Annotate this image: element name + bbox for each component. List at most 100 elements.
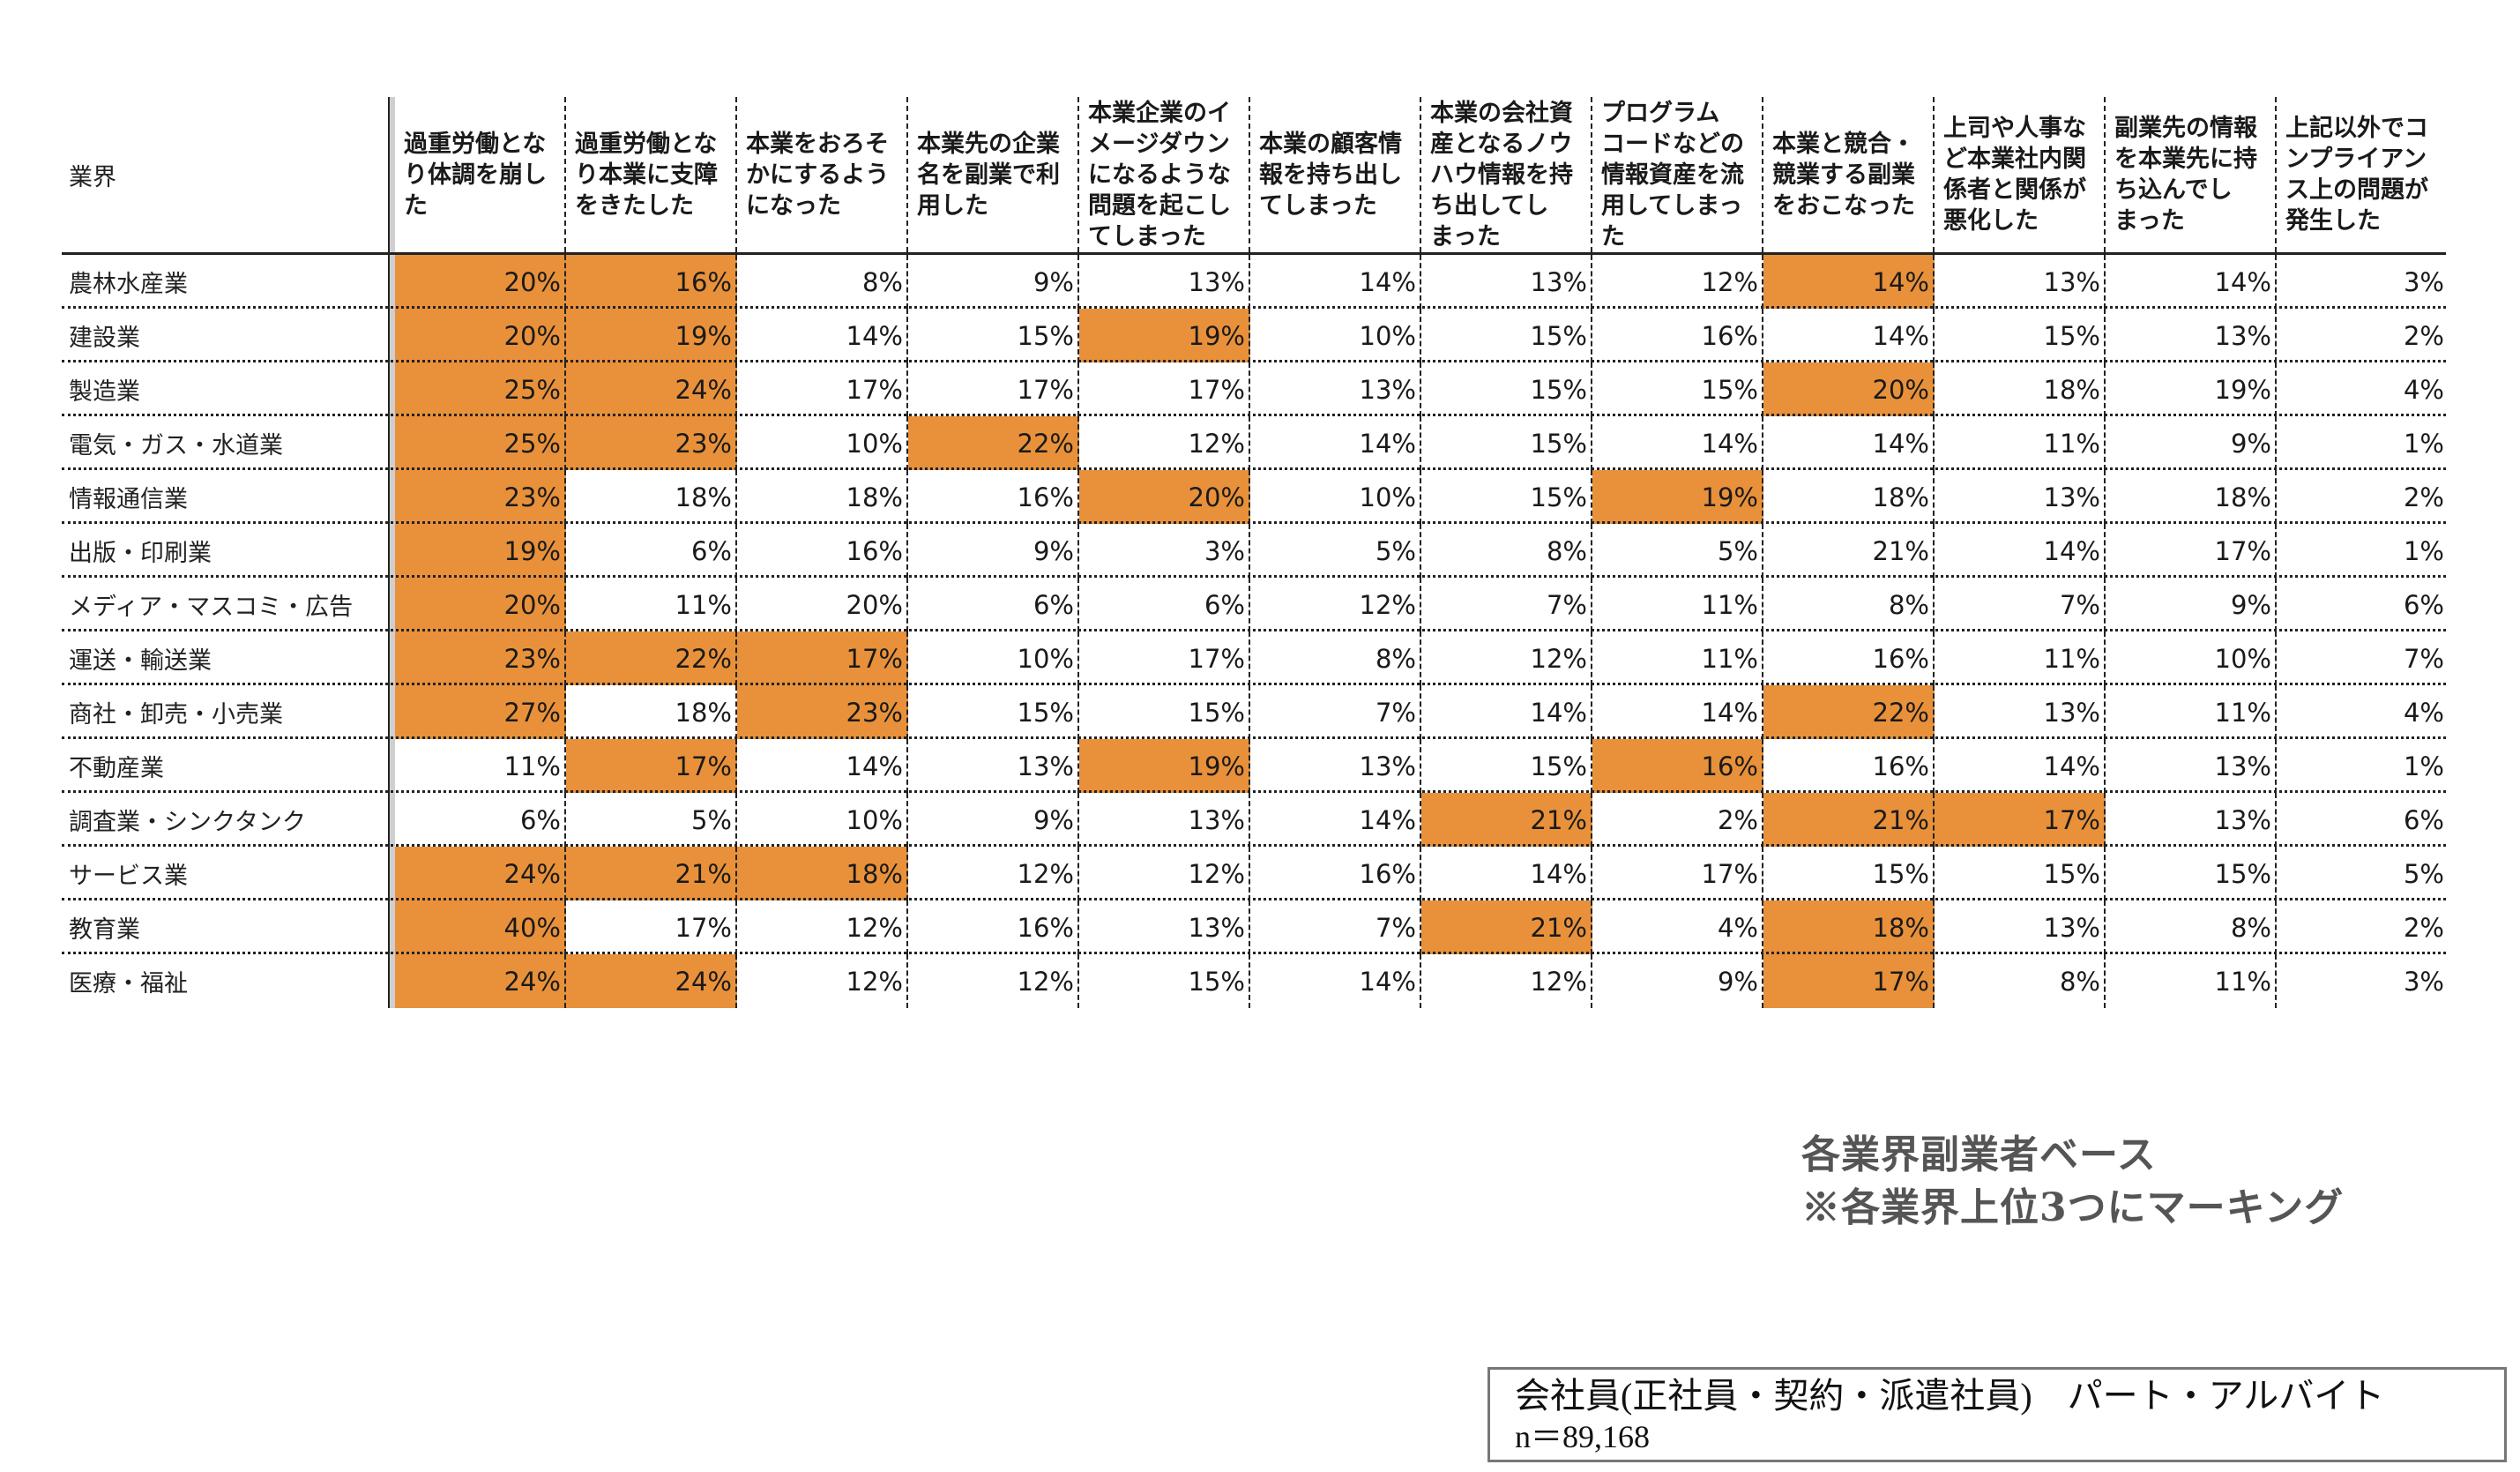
value-cell: 13% [1250,739,1421,793]
results-table: 業界 過重労働とな り体調を崩した過重労働とな り本業に支障 をきたした 本業をおろそか… [62,97,2446,1008]
column-header-line: まった [1430,222,1501,250]
value-cell-highlighted: 25% [395,416,566,470]
value-cell: 12% [1421,631,1592,685]
column-header-line: ど本業社内関 [1943,146,2086,173]
value-cell: 12% [1079,847,1250,900]
value-cell: 3% [2403,966,2444,997]
value-cell: 11% [1935,416,2106,470]
value-cell: 15% [1935,847,2106,900]
column-divider [388,97,395,252]
value-cell: 8% [1763,578,1935,631]
value-cell: 18% [2106,470,2277,524]
value-cell-highlighted: 24% [566,362,737,416]
value-cell-highlighted: 19% [566,309,737,362]
value-cell: 8% [1421,524,1592,578]
value-cell: 12% [1079,416,1250,470]
column-header-line: 報を持ち出し [1259,161,1402,189]
column-header-line: ス上の問題が [2285,176,2428,204]
value-cell-highlighted: 16% [1592,739,1763,793]
industry-label: 医療・福祉 [69,970,188,998]
value-cell: 1% [2403,751,2444,781]
value-cell: 14% [1250,793,1421,847]
value-cell: 7% [1250,685,1421,739]
value-cell: 9% [908,793,1079,847]
value-cell-highlighted: 21% [1421,793,1592,847]
value-cell-highlighted: 21% [566,847,737,900]
value-cell: 10% [1250,309,1421,362]
value-cell: 14% [2106,255,2277,309]
value-cell: 6% [566,524,737,578]
value-cell: 13% [2106,309,2277,362]
value-cell: 3% [2403,266,2444,297]
value-cell: 11% [1592,631,1763,685]
value-cell: 2% [2403,912,2444,943]
value-cell: 9% [1592,954,1763,1008]
value-cell-highlighted: 16% [566,255,737,309]
value-cell: 6% [908,578,1079,631]
column-divider [388,685,395,739]
value-cell: 8% [1250,631,1421,685]
value-cell: 16% [908,900,1079,954]
value-cell: 14% [1421,685,1592,739]
column-header-line: 上司や人事な [1943,115,2086,142]
value-cell: 17% [1592,847,1763,900]
table-row: メディア・マスコミ・広告 20% 11% 20% 6% 6% 12% 7% 11% 8% 7% 9% 6… [62,578,2446,631]
value-cell-highlighted: 23% [395,470,566,524]
value-cell: 12% [1250,578,1421,631]
value-cell: 17% [1079,631,1250,685]
value-cell: 5% [2403,858,2444,889]
value-cell: 14% [737,739,908,793]
table-row: 電気・ガス・水道業 25% 23% 10% 22% 12% 14% 15% 14% 14% 11% 9… [62,416,2446,470]
value-cell-highlighted: 40% [395,900,566,954]
value-cell-highlighted: 21% [1421,900,1592,954]
value-cell: 14% [737,309,908,362]
value-cell: 14% [1421,847,1592,900]
column-header-line: 問題を起こし [1088,191,1231,220]
column-divider [388,631,395,685]
value-cell: 8% [1935,954,2106,1008]
value-cell-highlighted: 27% [395,685,566,739]
value-cell: 11% [2106,954,2277,1008]
column-header-line: ち込んでし [2114,176,2233,204]
column-divider [388,847,395,900]
column-divider [388,470,395,524]
value-cell: 15% [1421,470,1592,524]
column-header: 副業先の情報 を本業先に持 ち込んでし まった [2106,97,2277,252]
column-divider [388,524,395,578]
value-cell-highlighted: 20% [1763,362,1935,416]
industry-label: 教育業 [69,916,140,944]
value-cell: 14% [1592,685,1763,739]
value-cell-highlighted: 17% [566,739,737,793]
industry-label: メディア・マスコミ・広告 [69,594,354,621]
column-header-text: 本業と競合・ 競業する副業 をおこなった [1772,129,1915,221]
industry-label: 農林水産業 [69,271,188,298]
column-header: 本業の会社資 産となるノウ ハウ情報を持 ち出してし まった [1421,97,1592,252]
value-cell: 15% [1421,739,1592,793]
value-cell-highlighted: 17% [1763,954,1935,1008]
column-header-text: 上司や人事な ど本業社内関 係者と関係が 悪化した [1943,113,2086,236]
value-cell: 5% [566,793,737,847]
value-cell: 17% [1079,362,1250,416]
value-cell: 16% [1763,739,1935,793]
column-header-line: を本業先に持 [2114,146,2257,173]
column-header-line: 過重労働とな [575,130,718,158]
sample-info-box: 会社員(正社員・契約・派遣社員) パート・アルバイト n＝89,168 [1487,1367,2507,1462]
column-header-line: た [1601,222,1625,250]
industry-label: 情報通信業 [69,486,188,513]
column-divider [388,739,395,793]
value-cell: 14% [1763,416,1935,470]
value-cell: 13% [1935,470,2106,524]
column-header-line: ち出してし [1430,191,1549,220]
value-cell: 2% [2403,482,2444,512]
column-header: 過重労働とな り体調を崩した [395,97,566,252]
value-cell: 15% [2106,847,2277,900]
value-cell-highlighted: 24% [395,954,566,1008]
value-cell: 10% [1250,470,1421,524]
value-cell-highlighted: 25% [395,362,566,416]
column-header-text: 過重労働とな り体調を崩した [404,129,547,221]
value-cell-highlighted: 23% [737,685,908,739]
value-cell: 7% [1935,578,2106,631]
column-header-line: り体調を崩し [404,161,547,189]
value-cell: 14% [1763,309,1935,362]
column-header-line: まった [2114,207,2185,235]
